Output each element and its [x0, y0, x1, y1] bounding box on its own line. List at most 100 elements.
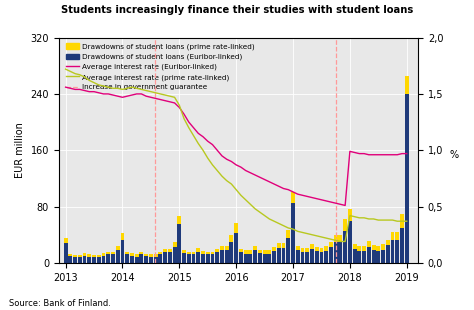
- Bar: [130, 256, 134, 263]
- Bar: [191, 252, 195, 255]
- Bar: [315, 247, 319, 251]
- Bar: [68, 256, 72, 263]
- Bar: [267, 254, 271, 263]
- Bar: [201, 254, 205, 263]
- Bar: [315, 251, 319, 263]
- Bar: [139, 252, 143, 255]
- Bar: [135, 255, 138, 257]
- Bar: [116, 250, 119, 263]
- Bar: [182, 250, 186, 253]
- Bar: [343, 219, 347, 231]
- Bar: [191, 255, 195, 263]
- Bar: [338, 235, 342, 242]
- Bar: [286, 238, 290, 263]
- Bar: [319, 248, 323, 252]
- Bar: [182, 253, 186, 263]
- Bar: [106, 255, 110, 263]
- Bar: [296, 250, 300, 263]
- Bar: [329, 247, 333, 263]
- Bar: [87, 257, 91, 263]
- Bar: [206, 252, 210, 255]
- Bar: [144, 256, 148, 263]
- Bar: [277, 243, 281, 248]
- Bar: [210, 252, 214, 255]
- Bar: [173, 247, 176, 263]
- Bar: [381, 244, 385, 250]
- Bar: [272, 247, 276, 251]
- Bar: [220, 246, 224, 250]
- Bar: [386, 245, 390, 263]
- Bar: [282, 243, 285, 248]
- Bar: [101, 256, 105, 263]
- Bar: [64, 237, 67, 243]
- Bar: [272, 251, 276, 263]
- Bar: [310, 249, 314, 263]
- Bar: [163, 252, 167, 263]
- Text: Source: Bank of Finland.: Source: Bank of Finland.: [9, 299, 111, 308]
- Bar: [64, 243, 67, 263]
- Bar: [92, 255, 96, 257]
- Bar: [258, 250, 262, 253]
- Bar: [319, 252, 323, 263]
- Bar: [78, 255, 82, 257]
- Bar: [130, 253, 134, 256]
- Bar: [400, 214, 404, 228]
- Bar: [82, 253, 86, 256]
- Y-axis label: EUR million: EUR million: [15, 122, 25, 178]
- Bar: [253, 250, 257, 263]
- Bar: [78, 257, 82, 263]
- Bar: [196, 248, 200, 252]
- Bar: [92, 257, 96, 263]
- Bar: [120, 240, 124, 263]
- Bar: [391, 240, 394, 263]
- Bar: [348, 209, 352, 221]
- Bar: [239, 252, 243, 263]
- Bar: [353, 244, 356, 249]
- Bar: [267, 250, 271, 254]
- Bar: [68, 254, 72, 256]
- Bar: [244, 254, 247, 263]
- Bar: [82, 256, 86, 263]
- Bar: [149, 257, 153, 263]
- Bar: [253, 246, 257, 250]
- Bar: [277, 248, 281, 263]
- Bar: [372, 250, 375, 263]
- Bar: [357, 251, 361, 263]
- Bar: [139, 255, 143, 263]
- Bar: [234, 233, 238, 263]
- Bar: [177, 216, 181, 224]
- Bar: [263, 250, 266, 254]
- Y-axis label: %: %: [450, 150, 459, 160]
- Bar: [125, 255, 129, 263]
- Bar: [210, 255, 214, 263]
- Bar: [73, 257, 77, 263]
- Bar: [206, 255, 210, 263]
- Bar: [101, 253, 105, 256]
- Bar: [196, 252, 200, 263]
- Bar: [125, 252, 129, 255]
- Bar: [168, 249, 172, 252]
- Bar: [372, 245, 375, 250]
- Bar: [173, 242, 176, 247]
- Bar: [305, 248, 309, 252]
- Legend: Drawdowns of student loans (prime rate-linked), Drawdowns of student loans (Euri: Drawdowns of student loans (prime rate-l…: [66, 43, 255, 90]
- Bar: [248, 254, 252, 263]
- Bar: [225, 246, 228, 250]
- Bar: [87, 255, 91, 257]
- Bar: [248, 250, 252, 254]
- Bar: [324, 251, 328, 263]
- Bar: [376, 246, 380, 251]
- Bar: [239, 249, 243, 252]
- Bar: [120, 233, 124, 240]
- Bar: [282, 248, 285, 263]
- Bar: [177, 224, 181, 263]
- Bar: [381, 250, 385, 263]
- Bar: [310, 244, 314, 249]
- Bar: [135, 257, 138, 263]
- Bar: [357, 246, 361, 251]
- Bar: [215, 249, 219, 252]
- Bar: [187, 252, 191, 255]
- Bar: [291, 193, 295, 203]
- Bar: [187, 255, 191, 263]
- Bar: [334, 235, 337, 242]
